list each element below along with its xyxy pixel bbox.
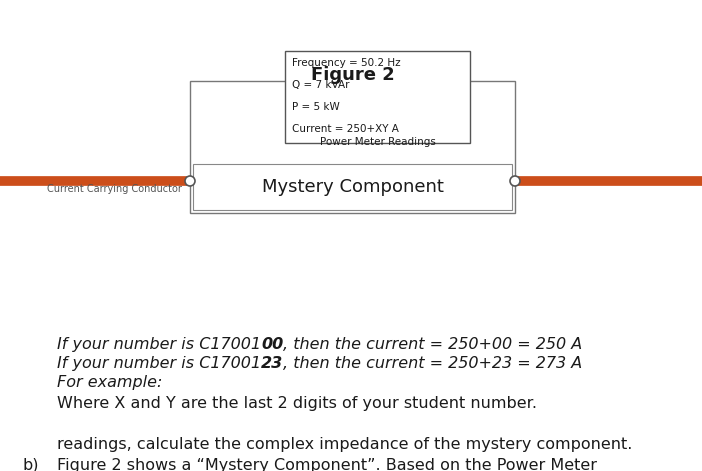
Text: Current Carrying Conductor: Current Carrying Conductor bbox=[47, 184, 182, 194]
Text: Current = 250+XY A: Current = 250+XY A bbox=[292, 124, 399, 134]
Ellipse shape bbox=[185, 176, 195, 186]
Text: If your number is C17001: If your number is C17001 bbox=[57, 356, 261, 371]
Text: b): b) bbox=[22, 457, 39, 471]
Text: 23: 23 bbox=[261, 356, 283, 371]
Text: For example:: For example: bbox=[57, 375, 162, 390]
Bar bbox=[193, 164, 512, 210]
Text: Where X and Y are the last 2 digits of your student number.: Where X and Y are the last 2 digits of y… bbox=[57, 396, 537, 411]
Text: , then the current = 250+00 = 250 A: , then the current = 250+00 = 250 A bbox=[283, 337, 583, 352]
Ellipse shape bbox=[510, 176, 520, 186]
Text: Figure 2 shows a “Mystery Component”. Based on the Power Meter: Figure 2 shows a “Mystery Component”. Ba… bbox=[57, 458, 597, 471]
Text: Q = 7 kVAr: Q = 7 kVAr bbox=[292, 80, 350, 90]
Bar bbox=[285, 51, 470, 143]
Text: 00: 00 bbox=[261, 337, 283, 352]
Text: Power Meter Readings: Power Meter Readings bbox=[319, 137, 435, 147]
Text: P = 5 kW: P = 5 kW bbox=[292, 102, 340, 112]
Text: , then the current = 250+23 = 273 A: , then the current = 250+23 = 273 A bbox=[283, 356, 583, 371]
Text: Mystery Component: Mystery Component bbox=[262, 178, 444, 196]
Text: If your number is C17001: If your number is C17001 bbox=[57, 337, 261, 352]
Text: Figure 2: Figure 2 bbox=[310, 66, 395, 84]
Text: Frequency = 50.2 Hz: Frequency = 50.2 Hz bbox=[292, 58, 401, 68]
Bar bbox=[190, 81, 515, 213]
Text: readings, calculate the complex impedance of the mystery component.: readings, calculate the complex impedanc… bbox=[57, 437, 633, 452]
